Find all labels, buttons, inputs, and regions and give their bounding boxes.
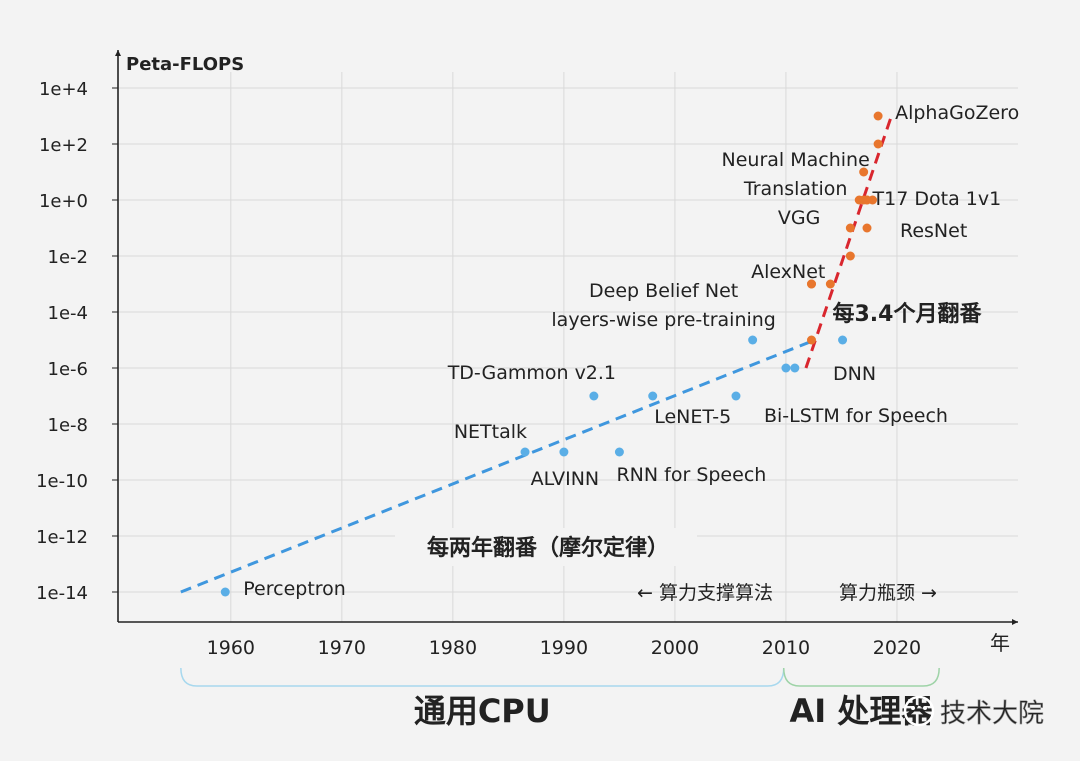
y-tick-label: 1e-10 bbox=[36, 471, 88, 492]
x-tick-label: 1980 bbox=[429, 637, 477, 659]
data-label: Deep Belief Net layers-wise pre-training bbox=[551, 280, 775, 331]
data-label: RNN for Speech bbox=[616, 464, 766, 486]
watermark: 技术大院 bbox=[903, 695, 1044, 729]
data-point bbox=[806, 279, 816, 289]
y-tick-label: 1e-14 bbox=[36, 583, 88, 604]
data-point bbox=[790, 363, 800, 373]
data-point bbox=[648, 391, 658, 401]
y-tick-label: 1e-6 bbox=[48, 359, 88, 380]
data-label: Perceptron bbox=[243, 578, 346, 600]
y-tick-label: 1e-2 bbox=[48, 247, 88, 268]
x-tick-label: 2000 bbox=[651, 637, 699, 659]
data-point bbox=[862, 195, 872, 205]
x-tick-label: 2020 bbox=[873, 637, 921, 659]
moore-trend-line bbox=[180, 338, 816, 594]
data-label-line: layers-wise pre-training bbox=[551, 309, 775, 331]
data-label-line: Neural Machine bbox=[722, 149, 870, 171]
annotation-left: ← 算力支撑算法 bbox=[637, 582, 773, 604]
y-tick-label: 1e-8 bbox=[48, 415, 88, 436]
data-label: Bi-LSTM for Speech bbox=[764, 405, 948, 427]
data-point bbox=[220, 587, 230, 597]
data-label: ALVINN bbox=[531, 468, 600, 490]
x-tick-label: 1970 bbox=[318, 637, 366, 659]
data-label: LeNET-5 bbox=[654, 406, 731, 428]
data-point bbox=[520, 447, 530, 457]
data-point bbox=[845, 223, 855, 233]
moore-trend-label: 每两年翻番（摩尔定律） bbox=[427, 535, 669, 561]
y-tick-label: 1e+0 bbox=[39, 191, 88, 212]
data-label: NETtalk bbox=[454, 421, 527, 443]
data-point bbox=[873, 111, 883, 121]
x-tick-label: 2010 bbox=[762, 637, 810, 659]
y-tick-label: 1e-12 bbox=[36, 527, 88, 548]
era-label-ai: AI 处理器 bbox=[790, 692, 935, 730]
data-point bbox=[859, 167, 869, 177]
data-label: AlexNet bbox=[751, 261, 825, 283]
wechat-icon bbox=[903, 695, 935, 727]
wechat-icon-eye bbox=[911, 706, 915, 710]
ai-trend-line bbox=[804, 115, 893, 369]
data-point bbox=[781, 363, 791, 373]
data-point bbox=[838, 335, 848, 345]
data-label-line: Deep Belief Net bbox=[589, 280, 738, 302]
data-point bbox=[559, 447, 569, 457]
era-bracket bbox=[782, 667, 940, 687]
data-point bbox=[748, 335, 758, 345]
x-axis-arrow bbox=[1012, 619, 1018, 625]
x-tick-label: 1990 bbox=[540, 637, 588, 659]
data-label: DNN bbox=[833, 363, 876, 385]
annotation-right: 算力瓶颈 → bbox=[839, 582, 937, 604]
data-label: TD-Gammon v2.1 bbox=[447, 362, 616, 384]
data-label-line: Translation bbox=[743, 178, 848, 200]
x-tick-label: 1960 bbox=[207, 637, 255, 659]
data-label: Neural Machine Translation bbox=[722, 149, 870, 200]
data-label: T17 Dota 1v1 bbox=[872, 188, 1002, 210]
data-point bbox=[589, 391, 599, 401]
y-tick-label: 1e+2 bbox=[39, 135, 88, 156]
data-point bbox=[862, 223, 872, 233]
data-label: AlphaGoZero bbox=[895, 102, 1019, 124]
moore-label-bg bbox=[395, 528, 697, 566]
data-point bbox=[845, 251, 855, 261]
data-point bbox=[825, 279, 835, 289]
era-label-cpu: 通用CPU bbox=[414, 692, 551, 730]
ai-trend-label: 每3.4个月翻番 bbox=[833, 301, 983, 327]
data-label: ResNet bbox=[900, 220, 967, 242]
era-bracket bbox=[180, 667, 785, 687]
y-axis-arrow bbox=[115, 50, 121, 56]
wechat-icon-eye bbox=[923, 706, 927, 710]
data-point bbox=[806, 335, 816, 345]
data-label: VGG bbox=[778, 207, 820, 229]
data-point bbox=[614, 447, 624, 457]
watermark-text: 技术大院 bbox=[940, 699, 1044, 729]
y-tick-label: 1e+4 bbox=[39, 79, 88, 100]
data-point bbox=[873, 139, 883, 149]
x-axis-title: 年 bbox=[990, 631, 1010, 655]
y-tick-label: 1e-4 bbox=[48, 303, 88, 324]
data-point bbox=[731, 391, 741, 401]
y-axis-title: Peta-FLOPS bbox=[126, 54, 244, 75]
